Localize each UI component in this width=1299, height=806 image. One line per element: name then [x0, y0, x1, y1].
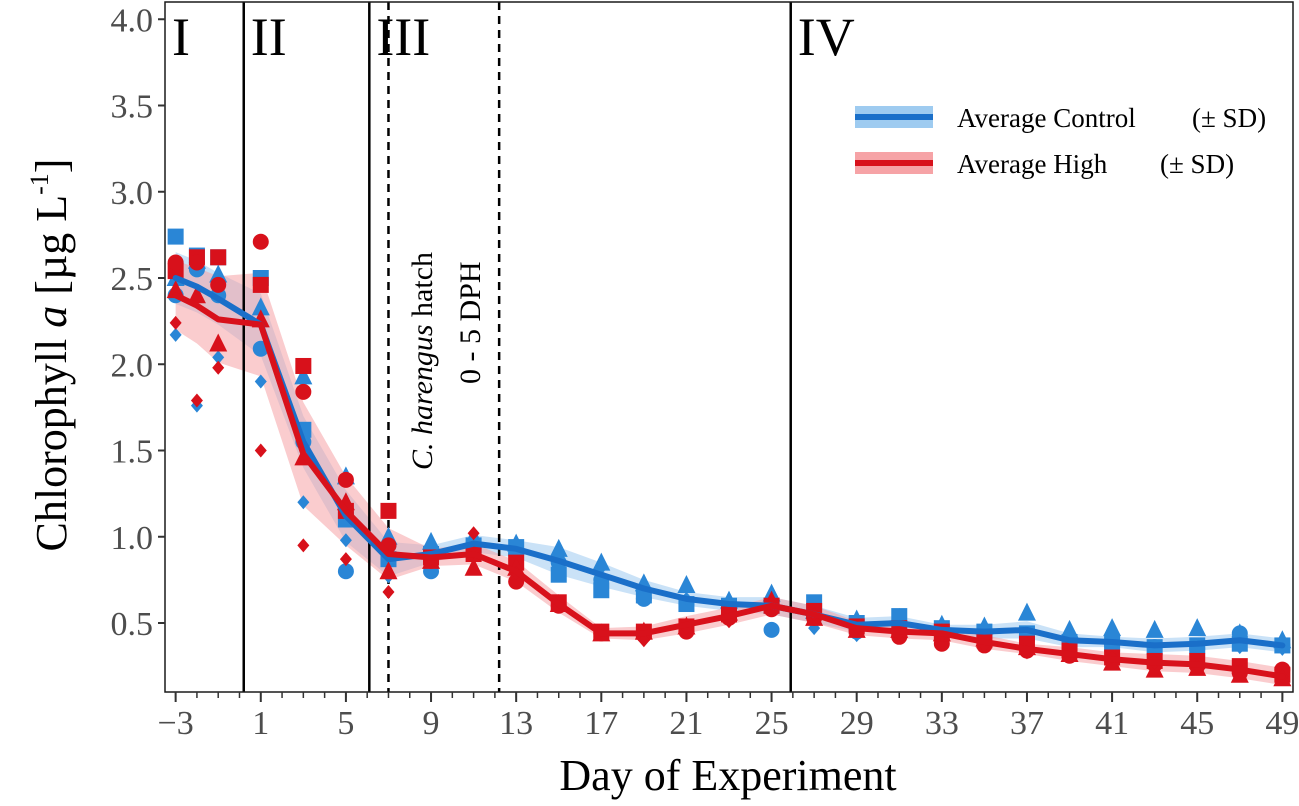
control-triangle-point [1188, 618, 1207, 637]
high-triangle-point [464, 557, 483, 576]
high-average-line [172, 292, 1286, 680]
high-triangle-point [209, 333, 228, 352]
y-tick-label: 1.0 [111, 520, 154, 557]
x-tick-label: 17 [584, 705, 618, 742]
x-tick-label: 33 [925, 705, 959, 742]
hatch-annotation-line1: C. harengus hatch [406, 252, 439, 470]
control-triangle-point [294, 366, 313, 385]
high-square-point [252, 276, 269, 293]
control-diamond-point [339, 533, 352, 548]
x-axis-title: Day of Experiment [559, 751, 896, 800]
control-diamond-point [297, 495, 310, 510]
control-square-point [167, 228, 184, 245]
hatch-word: hatch [406, 252, 439, 324]
legend-control-sd: (± SD) [1192, 103, 1266, 133]
x-tick-label: 25 [755, 705, 789, 742]
legend-control-label: Average Control [957, 103, 1136, 133]
control-circle-point [635, 590, 652, 607]
y-tick-label: 4.0 [111, 2, 154, 39]
hatch-annotation-line2: 0 - 5 DPH [454, 261, 487, 384]
x-tick-label: −3 [158, 705, 194, 742]
high-diamond-point [467, 526, 480, 541]
legend-high-label: Average High [957, 149, 1108, 179]
x-tick-label: 5 [337, 705, 354, 742]
phase-labels: I II III IV [172, 7, 855, 67]
legend: Average Control (± SD) Average High (± S… [855, 103, 1266, 179]
x-tick-label: 45 [1180, 705, 1214, 742]
axes: −3 1 5 9 13 17 21 25 29 33 37 41 45 49 0.5 1.0 1.5 2.0 2.5… [111, 1, 1299, 742]
y-axis-title-close: ] [27, 159, 76, 174]
phase-label-I: I [172, 7, 190, 67]
y-axis-title: Chlorophyll a [µg L-1] [25, 159, 76, 552]
phase-label-IV: IV [798, 7, 855, 67]
high-triangle-point [379, 561, 398, 580]
high-square-point [295, 357, 312, 374]
x-tick-label: 9 [423, 705, 440, 742]
y-tick-label: 1.5 [111, 434, 154, 471]
sd-bands [175, 252, 1283, 686]
y-axis-title-unit: [µg L [27, 195, 76, 306]
high-diamond-point [297, 538, 310, 553]
phase-label-III: III [376, 7, 430, 67]
high-circle-point [210, 276, 227, 293]
control-triangle-point [1103, 618, 1122, 637]
x-tick-label: 21 [669, 705, 703, 742]
control-triangle-point [209, 264, 228, 283]
y-tick-label: 0.5 [111, 606, 154, 643]
y-tick-label: 2.5 [111, 261, 154, 298]
x-tick-label: 29 [840, 705, 874, 742]
high-diamond-point [339, 552, 352, 567]
high-triangle-point [187, 285, 206, 304]
high-square-point [380, 502, 397, 519]
control-triangle-point [549, 538, 568, 557]
high-triangle-point [166, 280, 185, 299]
high-diamond-point [169, 315, 182, 330]
high-diamond-point [254, 443, 267, 458]
control-triangle-point [1230, 623, 1249, 642]
high-diamond-point [637, 633, 650, 648]
high-circle-point [337, 471, 354, 488]
x-tick-label: 49 [1265, 705, 1299, 742]
hatch-species: C. harengus [406, 324, 439, 470]
control-triangle-point [422, 531, 441, 550]
high-circle-point [252, 233, 269, 250]
high-square-point [210, 249, 227, 266]
phase-label-II: II [251, 7, 287, 67]
control-triangle-point [1017, 602, 1036, 621]
control-circle-point [337, 563, 354, 580]
high-diamond-point [212, 360, 225, 375]
y-tick-label: 3.5 [111, 89, 154, 126]
control-diamond-point [254, 374, 267, 389]
control-triangle-point [1145, 619, 1164, 638]
control-triangle-point [677, 575, 696, 594]
y-tick-label: 2.0 [111, 347, 154, 384]
y-axis-title-prefix: Chlorophyll [27, 328, 76, 552]
control-diamond-point [1233, 640, 1246, 655]
high-circle-point [188, 254, 205, 271]
control-triangle-point [1060, 619, 1079, 638]
y-axis-title-sup: -1 [25, 173, 54, 195]
high-diamond-point [190, 393, 203, 408]
high-circle-point [167, 254, 184, 271]
control-square-point [550, 566, 567, 583]
y-tick-label: 3.0 [111, 175, 154, 212]
high-diamond-point [382, 584, 395, 599]
high-circle-point [295, 383, 312, 400]
control-diamond-point [212, 350, 225, 365]
legend-high-sd: (± SD) [1160, 149, 1234, 179]
y-axis-title-italic: a [27, 306, 76, 328]
average-lines [172, 275, 1286, 680]
x-tick-label: 37 [1010, 705, 1044, 742]
x-tick-label: 13 [499, 705, 533, 742]
control-circle-point [763, 621, 780, 638]
x-tick-label: 1 [252, 705, 269, 742]
control-diamond-point [169, 327, 182, 342]
x-tick-label: 41 [1095, 705, 1129, 742]
control-triangle-point [251, 297, 270, 316]
